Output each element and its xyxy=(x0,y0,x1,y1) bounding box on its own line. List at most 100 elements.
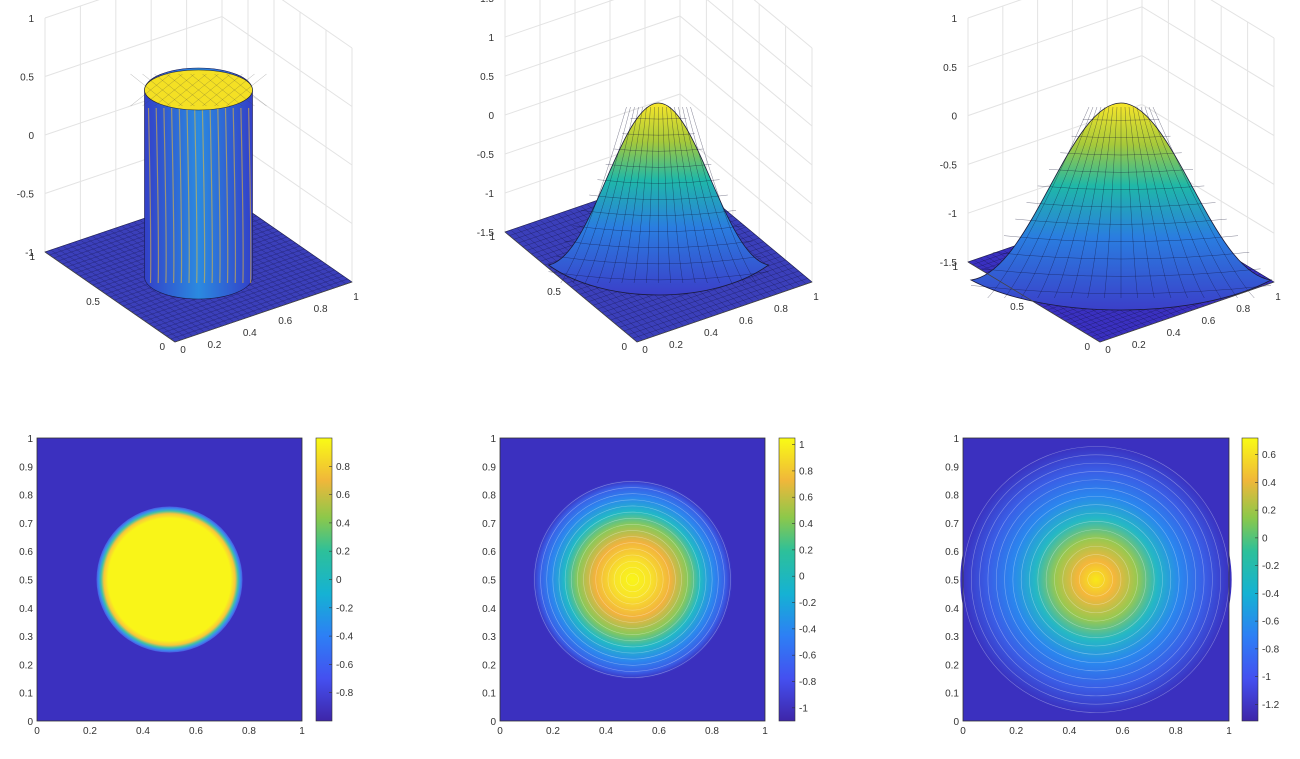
y-tick-label: 0.7 xyxy=(945,519,959,530)
z-tick-label: 0 xyxy=(951,112,957,123)
y-tick-label: 0.1 xyxy=(945,689,959,700)
y-tick-label: 0.7 xyxy=(19,519,33,530)
colorbar-tick-label: -0.4 xyxy=(799,624,817,635)
y-tick-label: 0.8 xyxy=(19,491,33,502)
y-tick-label: 0.4 xyxy=(945,604,959,615)
y-tick-label: 0.8 xyxy=(482,491,496,502)
x-origin-label: 0 xyxy=(642,345,648,356)
z-tick-label: -1 xyxy=(25,248,34,259)
x-tick-label: 0.6 xyxy=(1116,726,1130,737)
bump-mesh xyxy=(970,106,1272,299)
x-tick-label: 0.6 xyxy=(652,726,666,737)
x-tick-label: 0.2 xyxy=(83,726,97,737)
y-tick-label: 0.3 xyxy=(482,632,496,643)
colorbar-tick-label: -0.4 xyxy=(336,632,354,643)
colorbar xyxy=(778,437,796,722)
x-tick-label: 0 xyxy=(497,726,503,737)
y-tick-label: 1 xyxy=(490,434,496,445)
colorbar-tick-label: 0.4 xyxy=(1262,478,1276,489)
colorbar-tick-label: 0.6 xyxy=(1262,450,1276,461)
axes xyxy=(967,261,1275,343)
colorbar-tick-label: -1.2 xyxy=(1262,700,1280,711)
y-tick-label: 1 xyxy=(953,434,959,445)
colorbar-tick-label: -0.6 xyxy=(1262,617,1280,628)
x-tick-label: 0.8 xyxy=(314,304,328,315)
contour-lines xyxy=(534,481,731,678)
y-tick-label: 0.6 xyxy=(19,547,33,558)
colorbar-tick-label: -0.2 xyxy=(799,598,817,609)
x-tick-label: 0.8 xyxy=(1236,304,1250,315)
heatmap-plot-1: 0 0.2 0.4 0.6 0.8 1 0 0.1 0.2 0.3 0.4 0.5 0.6 0.7 0.8 0… xyxy=(19,434,354,737)
y-tick-label: 1 xyxy=(489,232,495,243)
y-tick-label: 0.1 xyxy=(19,689,33,700)
heatmap-blob xyxy=(96,506,243,653)
z-tick-label: 1 xyxy=(28,14,34,25)
z-tick-label: 0 xyxy=(28,131,34,142)
y-tick-label: 0.2 xyxy=(19,660,33,671)
colorbar-tick-label: -0.8 xyxy=(1262,644,1280,655)
plot-frame xyxy=(962,437,1230,722)
x-tick-label: 0.2 xyxy=(207,340,221,351)
z-tick-label: -0.5 xyxy=(477,150,495,161)
x-tick-label: 1 xyxy=(1275,292,1281,303)
heatmap-blob xyxy=(532,479,733,680)
z-tick-label: -1.5 xyxy=(940,258,958,269)
colorbar-tick-label: -1 xyxy=(799,703,808,714)
colorbar-tick-label: 0.2 xyxy=(799,545,813,556)
z-tick-label: -1 xyxy=(485,189,494,200)
x-tick-label: 0.2 xyxy=(1009,726,1023,737)
y-tick-label: 0.3 xyxy=(19,632,33,643)
plot-frame xyxy=(499,437,766,722)
colorbar-tick-label: -0.2 xyxy=(1262,561,1280,572)
y-tick-label: 0 xyxy=(953,717,959,728)
x-tick-label: 0.2 xyxy=(546,726,560,737)
z-tick-label: -0.5 xyxy=(940,160,958,171)
cylinder-top-mesh xyxy=(130,73,267,107)
colorbar-tick-label: 0.2 xyxy=(336,547,350,558)
z-tick-label: 0.5 xyxy=(20,73,34,84)
x-tick-label: 0.4 xyxy=(1167,328,1181,339)
x-tick-label: 0.4 xyxy=(599,726,613,737)
z-tick-label: -1.5 xyxy=(477,228,495,239)
x-tick-label: 0.8 xyxy=(1169,726,1183,737)
colorbar-tick-label: 0 xyxy=(336,575,342,586)
z-tick-label: -0.5 xyxy=(17,190,35,201)
x-origin-label: 0 xyxy=(180,345,186,356)
y-tick-label: 0.5 xyxy=(1010,302,1024,313)
y-tick-label: 0.7 xyxy=(482,519,496,530)
y-tick-label: 0.5 xyxy=(547,287,561,298)
colorbar-tick-label: -0.8 xyxy=(799,677,817,688)
x-tick-label: 0.2 xyxy=(1132,340,1146,351)
y-tick-label: 0.5 xyxy=(482,576,496,587)
colorbar-tick-label: 0.8 xyxy=(336,462,350,473)
plot-frame xyxy=(36,437,303,722)
y-tick-label: 0.6 xyxy=(945,547,959,558)
x-tick-label: 0.6 xyxy=(189,726,203,737)
colorbar-tick-label: 0.4 xyxy=(799,519,813,530)
x-tick-label: 0.6 xyxy=(278,316,292,327)
colorbar-tick-label: -0.2 xyxy=(336,603,354,614)
x-tick-label: 0.6 xyxy=(1201,316,1215,327)
y-tick-label: 0.4 xyxy=(482,604,496,615)
colorbar-tick-label: 0.2 xyxy=(1262,506,1276,517)
x-tick-label: 0 xyxy=(960,726,966,737)
colorbar-tick-label: -0.4 xyxy=(1262,589,1280,600)
x-tick-label: 0.8 xyxy=(242,726,256,737)
x-origin-label: 0 xyxy=(1105,345,1111,356)
bump-body xyxy=(547,102,770,296)
colorbar-tick-label: 0.4 xyxy=(336,518,350,529)
x-tick-label: 0.6 xyxy=(739,316,753,327)
y-tick-label: 0.4 xyxy=(19,604,33,615)
y-tick-label: 0 xyxy=(621,342,627,353)
cylinder-body xyxy=(130,67,267,300)
y-tick-label: 0.2 xyxy=(945,660,959,671)
y-tick-label: 0.9 xyxy=(482,462,496,473)
axes xyxy=(44,251,353,343)
y-tick-label: 0.3 xyxy=(945,632,959,643)
y-tick-label: 0.8 xyxy=(945,491,959,502)
x-tick-label: 0.2 xyxy=(669,340,683,351)
x-tick-label: 1 xyxy=(813,292,819,303)
bump-body xyxy=(969,102,1273,311)
